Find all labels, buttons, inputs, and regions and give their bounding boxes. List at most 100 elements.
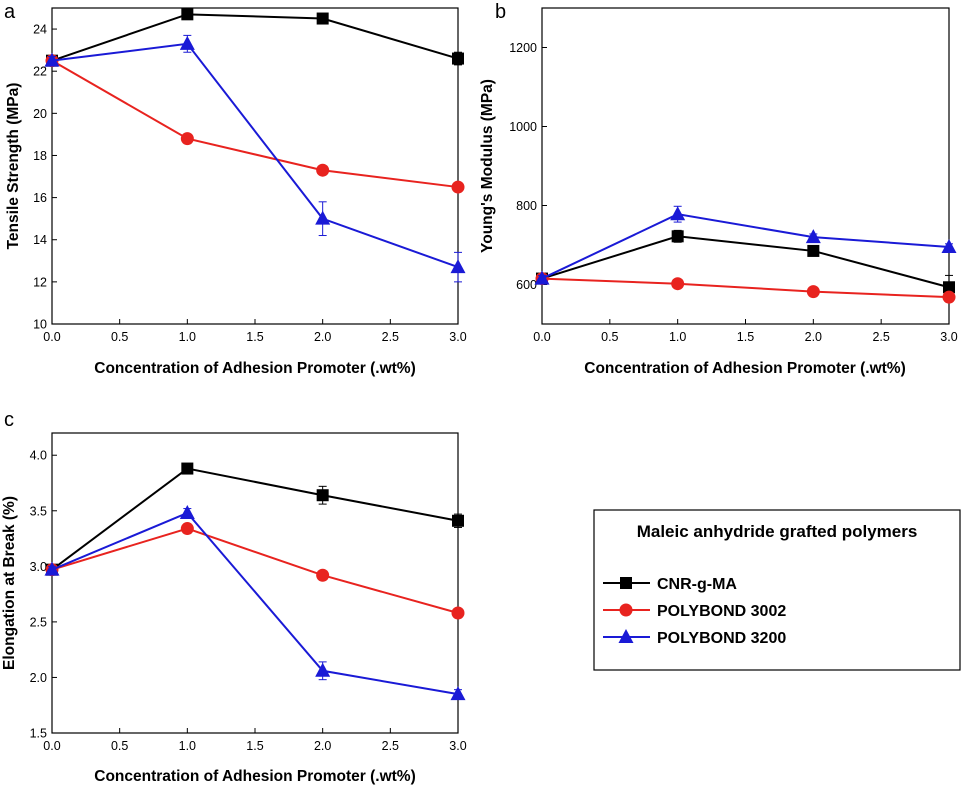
legend-marker-polybond-3002 xyxy=(619,603,633,617)
data-point-cnr-g-ma xyxy=(316,489,329,502)
y-tick-label: 22 xyxy=(33,65,47,79)
data-point-polybond-3200 xyxy=(44,561,60,576)
x-tick-label: 1.0 xyxy=(179,330,196,344)
plot-frame xyxy=(541,7,950,325)
data-point-cnr-g-ma xyxy=(452,514,464,527)
data-point-polybond-3002 xyxy=(451,606,465,620)
x-tick-label: 1.0 xyxy=(179,739,196,753)
x-tick-label: 1.5 xyxy=(246,739,263,753)
x-tick-label: 2.5 xyxy=(872,330,889,344)
x-tick-label: 0.0 xyxy=(43,330,60,344)
x-tick-label: 2.0 xyxy=(314,330,331,344)
y-tick-label: 1.5 xyxy=(30,727,47,741)
chart-panel-b: 0.0 0.5 1.0 1.5 2.0 2.5 3.0 600 800 1000 1200 Conc… xyxy=(479,7,958,377)
y-tick-label: 18 xyxy=(33,149,47,163)
data-point-polybond-3200 xyxy=(805,229,821,244)
y-tick-label: 2.0 xyxy=(30,671,47,685)
x-tick-label: 0.0 xyxy=(533,330,550,344)
data-point-polybond-3002 xyxy=(180,132,194,146)
x-axis-title: Concentration of Adhesion Promoter (.wt%… xyxy=(584,360,905,377)
data-point-cnr-g-ma xyxy=(181,8,194,21)
data-point-cnr-g-ma xyxy=(452,52,464,65)
y-axis-title: Young's Modulus (MPa) xyxy=(479,79,496,253)
y-tick-label: 600 xyxy=(516,278,537,292)
legend-marker-polybond-3200 xyxy=(618,629,634,643)
legend-marker-cnr-g-ma xyxy=(620,577,632,589)
x-tick-label: 2.0 xyxy=(805,330,822,344)
x-tick-label: 1.0 xyxy=(669,330,686,344)
data-point-cnr-g-ma xyxy=(671,230,684,243)
series-line-cnr-g-ma xyxy=(51,467,459,571)
y-tick-label: 4.0 xyxy=(30,449,47,463)
y-axis-title: Elongation at Break (%) xyxy=(1,496,18,670)
x-tick-label: 1.5 xyxy=(737,330,754,344)
series-line-polybond-3200 xyxy=(541,213,950,280)
legend-box xyxy=(593,509,961,671)
y-tick-label: 10 xyxy=(33,318,47,332)
data-point-polybond-3002 xyxy=(316,163,330,177)
y-tick-label: 1200 xyxy=(509,41,537,55)
series-line-cnr-g-ma xyxy=(51,13,459,62)
y-tick-label: 16 xyxy=(33,191,47,205)
data-point-polybond-3200 xyxy=(670,206,686,221)
x-axis-title: Concentration of Adhesion Promoter (.wt%… xyxy=(94,768,415,785)
data-point-polybond-3002 xyxy=(316,568,330,582)
plot-frame xyxy=(51,7,459,325)
data-point-polybond-3002 xyxy=(806,285,820,299)
data-point-polybond-3002 xyxy=(451,180,465,194)
series-line-polybond-3200 xyxy=(51,42,459,269)
y-tick-label: 800 xyxy=(516,199,537,213)
legend-label: CNR-g-MA xyxy=(657,576,737,593)
y-tick-label: 14 xyxy=(33,233,47,247)
data-point-cnr-g-ma xyxy=(943,281,955,294)
x-tick-label: 3.0 xyxy=(449,739,466,753)
y-tick-label: 3.5 xyxy=(30,504,47,518)
legend-title: Maleic anhydride grafted polymers xyxy=(637,522,918,541)
x-tick-label: 0.5 xyxy=(601,330,618,344)
x-tick-label: 2.5 xyxy=(382,330,399,344)
plot-frame xyxy=(51,432,459,734)
series-line-polybond-3200 xyxy=(51,511,459,696)
chart-panel-a: 0.0 0.5 1.0 1.5 2.0 2.5 3.0 10 12 14 16 18 20 22 24 Co… xyxy=(5,7,467,377)
data-point-polybond-3200 xyxy=(450,259,466,274)
x-tick-label: 2.0 xyxy=(314,739,331,753)
legend-label: POLYBOND 3002 xyxy=(657,603,786,620)
series-line-polybond-3002 xyxy=(541,277,950,299)
series-line-cnr-g-ma xyxy=(541,235,950,289)
data-point-polybond-3200 xyxy=(315,662,331,677)
y-tick-label: 2.5 xyxy=(30,615,47,629)
chart-panel-c: 0.0 0.5 1.0 1.5 2.0 2.5 3.01.52.02.53.03.54.0 … xyxy=(1,432,467,785)
x-tick-label: 3.0 xyxy=(940,330,957,344)
panel-letter: b xyxy=(495,1,506,23)
y-tick-label: 3.0 xyxy=(30,560,47,574)
legend-label: POLYBOND 3200 xyxy=(657,630,786,647)
data-point-polybond-3002 xyxy=(671,277,685,291)
x-tick-label: 2.5 xyxy=(382,739,399,753)
legend: Maleic anhydride grafted polymers CNR-g-… xyxy=(593,509,961,671)
data-point-polybond-3200 xyxy=(315,210,331,225)
x-tick-label: 3.0 xyxy=(449,330,466,344)
x-tick-label: 0.5 xyxy=(111,330,128,344)
x-tick-label: 1.5 xyxy=(246,330,263,344)
x-axis-title: Concentration of Adhesion Promoter (.wt%… xyxy=(94,360,415,377)
data-point-cnr-g-ma xyxy=(181,462,194,475)
y-tick-label: 12 xyxy=(33,275,47,289)
y-tick-label: 24 xyxy=(33,23,47,37)
data-point-polybond-3200 xyxy=(179,505,195,519)
data-point-polybond-3200 xyxy=(44,52,60,67)
data-point-cnr-g-ma xyxy=(316,12,329,25)
data-point-polybond-3200 xyxy=(941,238,957,253)
data-point-polybond-3002 xyxy=(942,290,956,304)
data-point-cnr-g-ma xyxy=(807,244,820,257)
panel-letter: a xyxy=(4,1,16,23)
x-tick-label: 0.5 xyxy=(111,739,128,753)
data-point-polybond-3200 xyxy=(534,270,550,285)
y-tick-label: 20 xyxy=(33,107,47,121)
data-point-polybond-3200 xyxy=(450,686,466,701)
series-line-polybond-3002 xyxy=(51,527,459,614)
y-tick-label: 1000 xyxy=(509,120,537,134)
series-line-polybond-3002 xyxy=(51,59,459,189)
panel-letter: c xyxy=(4,409,14,431)
data-point-polybond-3200 xyxy=(179,35,195,50)
